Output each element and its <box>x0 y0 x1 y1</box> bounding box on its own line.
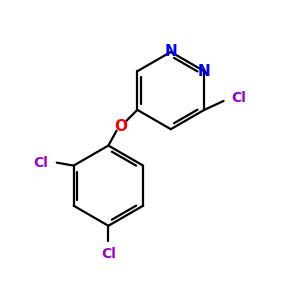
Text: Cl: Cl <box>34 156 48 170</box>
Text: O: O <box>115 119 128 134</box>
Text: Cl: Cl <box>231 91 246 105</box>
Text: Cl: Cl <box>101 247 116 261</box>
Text: N: N <box>164 44 177 59</box>
Text: N: N <box>198 64 211 79</box>
